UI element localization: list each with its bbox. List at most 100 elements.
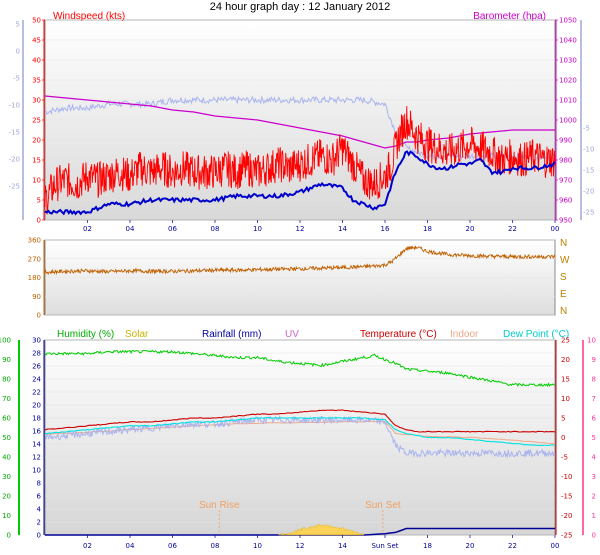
temp-outer-tick: 0 — [16, 48, 20, 56]
solar-legend: Solar — [125, 329, 149, 340]
wind-axis-tick: 50 — [32, 17, 41, 25]
climate-x-tick: Sun Set — [371, 542, 398, 550]
humidity-axis-tick: 40 — [2, 454, 11, 462]
wind-average-line — [44, 150, 556, 216]
temperature-axis-tick: 10 — [561, 395, 570, 403]
temp-outer-tick: -10 — [9, 102, 20, 110]
wind-x-tick: 10 — [253, 225, 262, 233]
temperature-axis-tick: -20 — [561, 512, 572, 520]
uv-legend: UV — [285, 329, 299, 340]
barometer-axis-tick: 1020 — [559, 77, 577, 85]
temp-outer-tick: -5 — [13, 75, 20, 83]
climate-x-tick: 20 — [466, 542, 475, 550]
temperature-axis-tick: 20 — [561, 356, 570, 364]
temperature-axis-tick: 0 — [561, 434, 565, 442]
page-title: 24 hour graph day : 12 January 2012 — [210, 1, 390, 13]
temp-outer-tick: 5 — [16, 21, 20, 29]
climate-x-tick: 22 — [508, 542, 517, 550]
climate-x-tick: 18 — [423, 542, 432, 550]
solar-axis-tick: 24 — [32, 376, 41, 384]
wind-x-tick: 06 — [168, 225, 177, 233]
uv-axis-tick: 5 — [592, 434, 596, 442]
wind-x-tick: 12 — [296, 225, 305, 233]
humidity-axis-tick: 20 — [2, 493, 11, 501]
solar-axis-tick: 22 — [32, 389, 41, 397]
uv-axis-tick: 6 — [592, 415, 597, 423]
wind-x-tick: 04 — [126, 225, 135, 233]
solar-axis-tick: 16 — [32, 428, 41, 436]
compass-label: E — [560, 289, 567, 300]
solar-axis-tick: 4 — [37, 506, 42, 514]
climate-x-tick: 10 — [253, 542, 262, 550]
solar-axis-tick: 12 — [32, 454, 41, 462]
humidity-axis-tick: 70 — [2, 395, 11, 403]
temp-outer-tick: -15 — [9, 129, 20, 137]
barometer-axis-tick: 980 — [559, 157, 572, 165]
solar-area — [278, 523, 365, 536]
windspeed-line — [44, 105, 556, 215]
wind-x-tick: 20 — [466, 225, 475, 233]
wind-axis-tick: 35 — [32, 77, 41, 85]
solar-axis-tick: 18 — [32, 415, 41, 423]
barometer-axis-tick: 1040 — [559, 37, 577, 45]
wind-axis-tick: 20 — [32, 137, 41, 145]
wind-x-tick: 16 — [381, 225, 390, 233]
direction-axis-tick: 270 — [28, 255, 41, 263]
compass-label: W — [560, 255, 570, 266]
wind-axis-tick: 0 — [37, 217, 41, 225]
barometer-axis-tick: 970 — [559, 177, 572, 185]
humidity-axis-tick: 0 — [7, 532, 11, 540]
temperature-line — [44, 409, 556, 433]
barometer-axis-tick: 990 — [559, 137, 572, 145]
humidity-axis-tick: 100 — [0, 337, 11, 345]
solar-axis-tick: 30 — [32, 337, 41, 345]
compass-label: N — [560, 238, 567, 249]
right-outer-tick: -5 — [583, 125, 590, 133]
temperature-axis-tick: -5 — [561, 454, 568, 462]
wind-axis-tick: 45 — [32, 37, 41, 45]
wind-axis-tick: 5 — [37, 197, 41, 205]
barometer-axis-tick: 960 — [559, 197, 572, 205]
barometer-legend: Barometer (hpa) — [473, 11, 546, 22]
barometer-axis-tick: 1010 — [559, 97, 577, 105]
humidity-axis-tick: 50 — [2, 434, 11, 442]
solar-axis-tick: 28 — [32, 350, 41, 358]
temperature-axis-tick: -15 — [561, 493, 572, 501]
uv-axis-tick: 7 — [592, 395, 596, 403]
right-outer-tick: -20 — [583, 188, 594, 196]
wind-axis-tick: 40 — [32, 57, 41, 65]
uv-axis-tick: 4 — [592, 454, 597, 462]
humidity-axis-tick: 60 — [2, 415, 11, 423]
right-outer-tick: -10 — [583, 146, 594, 154]
barometer-axis-tick: 1030 — [559, 57, 577, 65]
right-outer-tick: -25 — [583, 209, 594, 217]
barometer-axis-tick: 950 — [559, 217, 572, 225]
temperature-axis-tick: -10 — [561, 473, 572, 481]
temp-outer-tick: -20 — [9, 156, 20, 164]
solar-axis-tick: 26 — [32, 363, 41, 371]
climate-x-tick: 12 — [296, 542, 305, 550]
temperature-axis-tick: 25 — [561, 337, 570, 345]
solar-axis-tick: 0 — [37, 532, 41, 540]
rainfall-legend: Rainfall (mm) — [202, 329, 261, 340]
wind-x-tick: 08 — [211, 225, 220, 233]
right-outer-tick: -15 — [583, 167, 594, 175]
solar-axis-tick: 2 — [37, 519, 41, 527]
wind-x-tick: 14 — [338, 225, 347, 233]
uv-axis-tick: 8 — [592, 376, 596, 384]
solar-axis-tick: 8 — [37, 480, 41, 488]
uv-axis-tick: 9 — [592, 356, 596, 364]
direction-axis-tick: 180 — [28, 274, 41, 282]
chart-marks: 0510152025303540455050-5-10-15-20-259509… — [0, 17, 597, 551]
humidity-line — [44, 349, 556, 388]
temperature-axis-tick: 5 — [561, 415, 565, 423]
wind-x-tick: 00 — [551, 225, 560, 233]
wind-axis-tick: 15 — [32, 157, 41, 165]
solar-axis-tick: 20 — [32, 402, 41, 410]
wind-axis-tick: 25 — [32, 117, 41, 125]
direction-axis-tick: 360 — [28, 237, 41, 245]
humidity-axis-tick: 90 — [2, 356, 11, 364]
barometer-line — [44, 95, 555, 149]
dewpoint-legend: Dew Point (°C) — [503, 329, 569, 340]
